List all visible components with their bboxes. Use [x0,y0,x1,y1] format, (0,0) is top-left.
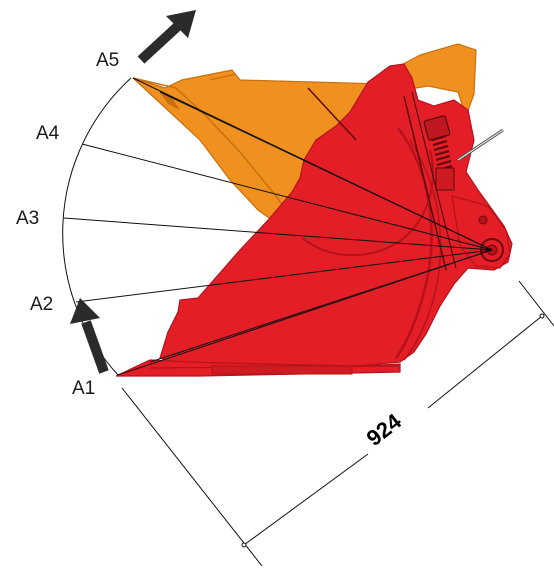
dimension-line-upper [427,315,543,409]
red-bucket-inner-curve [394,127,433,359]
hitch-bolt [478,215,488,225]
dimension-line-lower [243,453,369,546]
orange-bucket-edge [132,77,305,237]
dimension-lines [121,280,554,567]
hydraulic-spring [423,115,455,191]
radial-line-a1b [149,249,493,363]
dimension-value: 924 [362,408,407,451]
rotation-arc [62,77,132,376]
label-a1: A1 [72,378,95,399]
red-bucket-skid [211,365,353,375]
radial-line-a4 [81,143,493,251]
arrow-up-icon [70,298,109,374]
extension-line-right [518,280,554,327]
bucket-closed-red [115,63,513,377]
label-a2: A2 [30,294,53,315]
radial-line-a2 [75,249,493,303]
label-a5: A5 [96,50,119,71]
red-bucket-back-curve [301,149,434,257]
radial-line-a5b [159,91,493,251]
red-bucket-inner-curve-2 [403,139,442,361]
arrow-up-right-icon [137,10,196,64]
lever-rod-highlight [457,129,504,161]
radial-lines [63,77,493,376]
extension-line-left [121,387,263,567]
label-a3: A3 [16,208,39,229]
label-a4: A4 [36,123,60,144]
orange-bucket-lip [160,92,180,110]
latch-bar-1 [403,95,447,271]
dimension-tick-left [241,542,247,548]
radial-line-a3 [63,217,493,251]
orange-bucket-rib [209,73,237,81]
top-rod [307,87,357,141]
dimension-tick-right [539,313,545,319]
